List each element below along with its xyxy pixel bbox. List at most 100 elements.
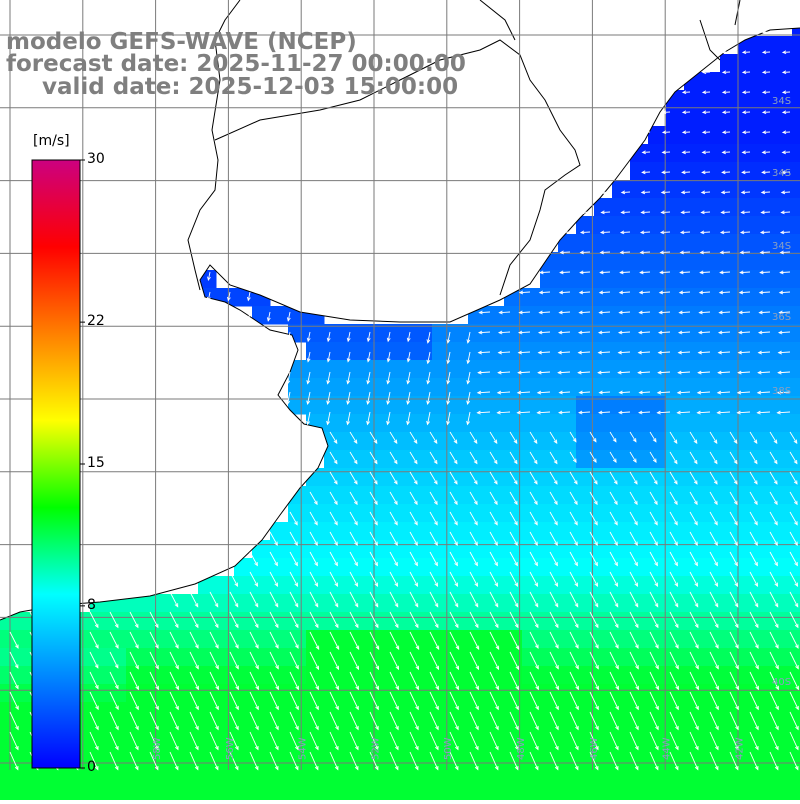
field-cell bbox=[486, 504, 505, 523]
field-cell bbox=[216, 594, 235, 613]
field-cell bbox=[270, 792, 289, 800]
colorbar-gradient bbox=[32, 160, 80, 768]
field-cell bbox=[684, 702, 703, 721]
field-cell bbox=[324, 792, 343, 800]
field-cell bbox=[450, 342, 469, 361]
field-cell bbox=[324, 774, 343, 793]
field-cell bbox=[738, 594, 757, 613]
lat-label: 34S bbox=[772, 241, 791, 252]
field-cell bbox=[576, 342, 595, 361]
field-cell bbox=[774, 504, 793, 523]
field-cell bbox=[432, 522, 451, 541]
field-cell bbox=[612, 630, 631, 649]
field-cell bbox=[378, 522, 397, 541]
field-cell bbox=[432, 342, 451, 361]
field-cell bbox=[666, 522, 685, 541]
field-cell bbox=[306, 378, 325, 397]
field-cell bbox=[558, 288, 577, 307]
field-cell bbox=[558, 558, 577, 577]
field-cell bbox=[684, 450, 703, 469]
field-cell bbox=[432, 378, 451, 397]
field-cell bbox=[756, 342, 775, 361]
field-cell bbox=[594, 432, 613, 451]
field-cell bbox=[252, 630, 271, 649]
field-cell bbox=[342, 450, 361, 469]
field-cell bbox=[342, 648, 361, 667]
field-cell bbox=[504, 792, 523, 800]
field-cell bbox=[450, 558, 469, 577]
field-cell bbox=[612, 486, 631, 505]
field-cell bbox=[756, 180, 775, 199]
field-cell bbox=[486, 360, 505, 379]
field-cell bbox=[612, 180, 631, 199]
field-cell bbox=[342, 684, 361, 703]
field-cell bbox=[342, 378, 361, 397]
field-cell bbox=[720, 54, 739, 73]
field-cell bbox=[666, 468, 685, 487]
field-cell bbox=[378, 666, 397, 685]
field-cell bbox=[270, 612, 289, 631]
field-cell bbox=[540, 360, 559, 379]
field-cell bbox=[756, 360, 775, 379]
field-cell bbox=[684, 288, 703, 307]
field-cell bbox=[270, 306, 289, 325]
field-cell bbox=[792, 162, 800, 181]
field-cell bbox=[684, 216, 703, 235]
field-cell bbox=[288, 612, 307, 631]
field-cell bbox=[702, 234, 721, 253]
field-cell bbox=[558, 756, 577, 775]
field-cell bbox=[756, 216, 775, 235]
field-cell bbox=[792, 504, 800, 523]
field-cell bbox=[792, 198, 800, 217]
field-cell bbox=[486, 468, 505, 487]
field-cell bbox=[684, 738, 703, 757]
field-cell bbox=[576, 288, 595, 307]
field-cell bbox=[720, 234, 739, 253]
field-cell bbox=[576, 270, 595, 289]
field-cell bbox=[612, 522, 631, 541]
field-cell bbox=[90, 720, 109, 739]
field-cell bbox=[738, 450, 757, 469]
field-cell bbox=[576, 576, 595, 595]
field-cell bbox=[558, 450, 577, 469]
field-cell bbox=[324, 702, 343, 721]
field-cell bbox=[144, 774, 163, 793]
field-cell bbox=[576, 468, 595, 487]
field-cell bbox=[792, 216, 800, 235]
field-cell bbox=[432, 648, 451, 667]
field-cell bbox=[666, 540, 685, 559]
field-cell bbox=[522, 702, 541, 721]
field-cell bbox=[558, 612, 577, 631]
field-cell bbox=[648, 216, 667, 235]
field-cell bbox=[450, 774, 469, 793]
field-cell bbox=[360, 666, 379, 685]
field-cell bbox=[540, 414, 559, 433]
field-cell bbox=[396, 738, 415, 757]
field-cell bbox=[684, 540, 703, 559]
field-cell bbox=[684, 360, 703, 379]
field-cell bbox=[774, 594, 793, 613]
field-cell bbox=[594, 792, 613, 800]
lon-label: 50W bbox=[443, 737, 454, 760]
field-cell bbox=[738, 648, 757, 667]
field-cell bbox=[378, 558, 397, 577]
field-cell bbox=[702, 792, 721, 800]
field-cell bbox=[306, 576, 325, 595]
field-cell bbox=[612, 738, 631, 757]
field-cell bbox=[738, 306, 757, 325]
field-cell bbox=[684, 126, 703, 145]
field-cell bbox=[324, 720, 343, 739]
field-cell bbox=[306, 630, 325, 649]
field-cell bbox=[360, 720, 379, 739]
field-cell bbox=[630, 180, 649, 199]
field-cell bbox=[126, 756, 145, 775]
field-cell bbox=[684, 342, 703, 361]
field-cell bbox=[792, 450, 800, 469]
field-cell bbox=[162, 774, 181, 793]
field-cell bbox=[630, 792, 649, 800]
field-cell bbox=[738, 774, 757, 793]
lon-label: 44W bbox=[662, 737, 673, 760]
field-cell bbox=[684, 666, 703, 685]
field-cell bbox=[468, 792, 487, 800]
field-cell bbox=[54, 792, 73, 800]
